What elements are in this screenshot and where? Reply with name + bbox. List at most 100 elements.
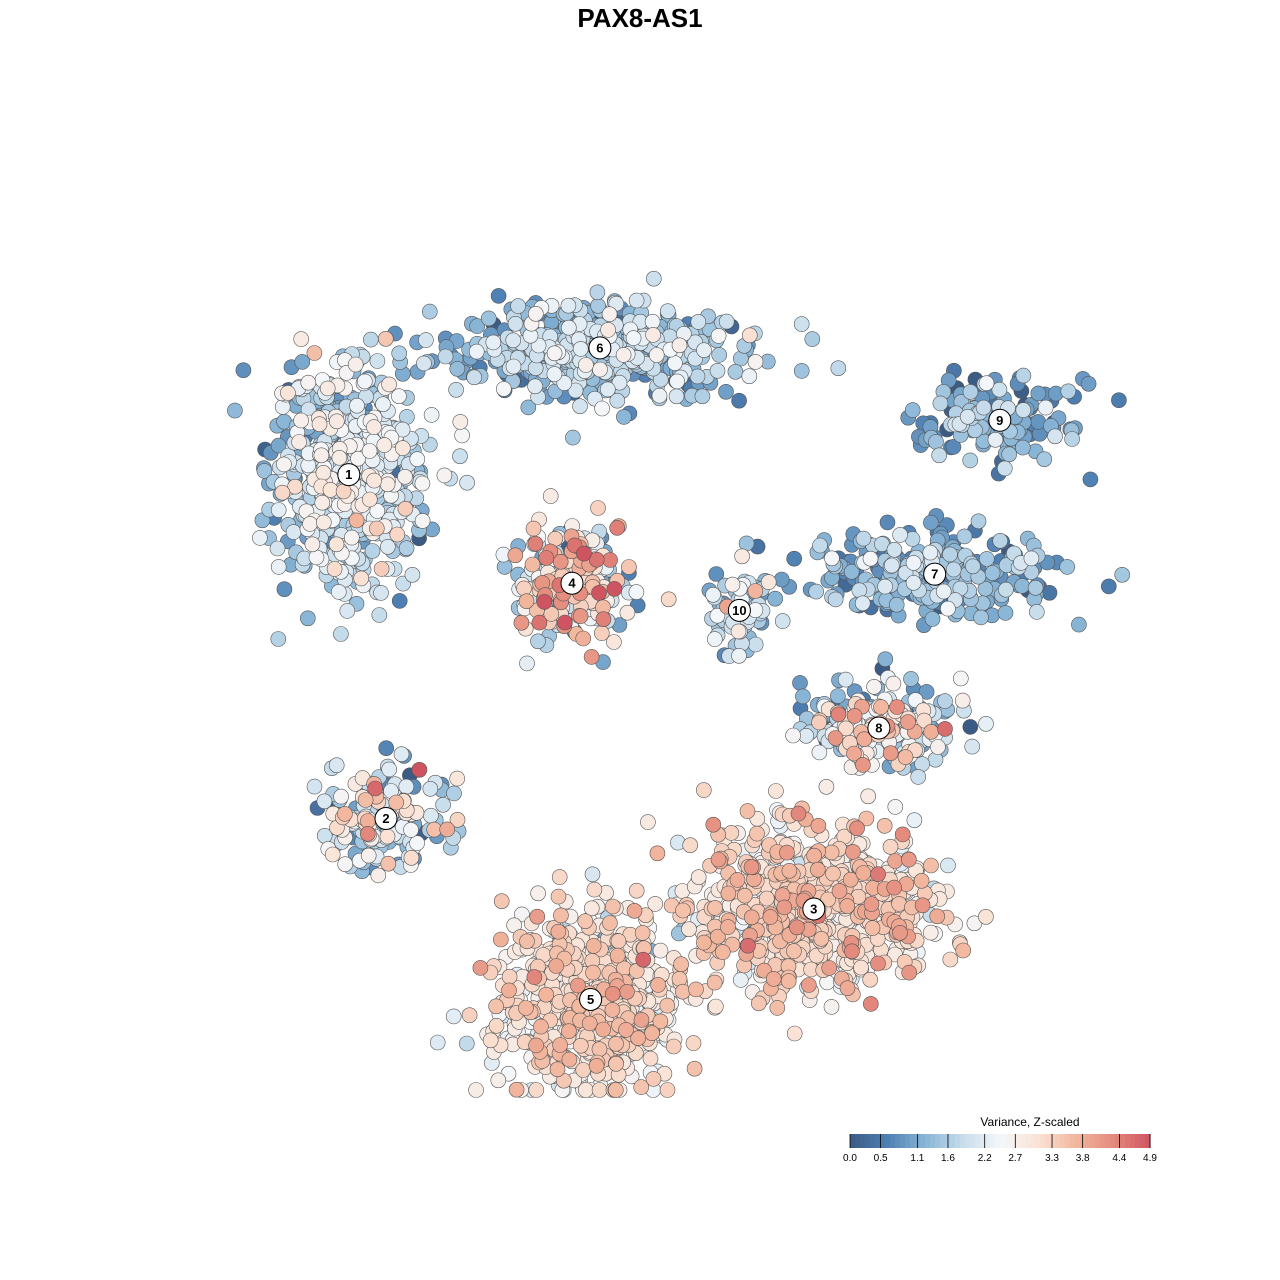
cell-point: [304, 536, 321, 553]
cell-point: [381, 376, 397, 393]
cluster-label-10: 10: [727, 598, 751, 622]
cell-point: [644, 1025, 660, 1041]
colorbar-gradient: [850, 1134, 1151, 1148]
cell-point: [366, 472, 382, 489]
cell-point: [584, 866, 601, 883]
cell-point: [530, 633, 546, 650]
cell-point: [765, 971, 782, 987]
cell-point: [651, 387, 668, 404]
colorbar-segment: [905, 1134, 911, 1148]
cell-point: [1101, 578, 1117, 595]
cell-point: [1014, 439, 1031, 456]
cell-point: [886, 541, 903, 558]
cell-point: [674, 983, 691, 1000]
cell-point: [1111, 392, 1127, 409]
colorbar-segment: [935, 1134, 941, 1148]
cluster-label-text: 10: [732, 603, 746, 618]
cell-point: [302, 516, 318, 532]
cell-point: [531, 614, 548, 631]
colorbar-segment: [1005, 1134, 1011, 1148]
cell-point: [378, 740, 395, 757]
cell-point: [314, 494, 331, 511]
colorbar-segment: [1110, 1134, 1116, 1148]
cell-point: [274, 484, 291, 501]
cell-point: [922, 924, 939, 941]
cell-point: [849, 820, 865, 837]
cell-point: [490, 1072, 507, 1089]
cell-point: [978, 375, 995, 392]
cell-point: [1047, 428, 1063, 445]
cell-point: [705, 586, 721, 603]
cell-point: [452, 448, 468, 465]
cell-point: [628, 292, 645, 309]
cell-point: [659, 1082, 676, 1098]
cell-point: [824, 550, 840, 567]
cell-point: [749, 825, 765, 842]
cell-point: [975, 399, 992, 416]
cell-point: [720, 919, 736, 935]
cell-point: [422, 780, 439, 797]
cell-point: [767, 590, 784, 607]
cell-point: [353, 570, 370, 587]
cell-point: [436, 467, 453, 484]
colorbar-segment: [890, 1134, 896, 1148]
cell-point: [1001, 446, 1018, 463]
cell-point: [870, 955, 886, 972]
cell-point: [577, 1082, 594, 1098]
cell-point: [635, 951, 652, 968]
cell-point: [493, 893, 510, 910]
cell-point: [592, 361, 608, 378]
cell-point: [1059, 559, 1075, 575]
cell-point: [348, 512, 365, 529]
colorbar-segment: [1040, 1134, 1046, 1148]
cell-point: [918, 684, 935, 700]
cell-point: [524, 556, 541, 573]
cell-point: [1080, 375, 1097, 392]
cell-point: [649, 845, 666, 862]
colorbar-segment: [930, 1134, 936, 1148]
cell-point: [561, 1023, 577, 1039]
colorbar-segment: [865, 1134, 871, 1148]
cell-point: [409, 451, 426, 468]
cell-point: [505, 358, 522, 375]
cell-point: [361, 491, 378, 508]
cluster-label-text: 8: [875, 721, 882, 736]
cell-point: [391, 388, 407, 405]
cell-point: [308, 549, 325, 566]
cell-point: [818, 778, 835, 795]
cell-point: [530, 885, 546, 902]
cell-point: [892, 924, 908, 941]
cell-point: [1014, 578, 1030, 594]
cell-point: [435, 796, 451, 813]
cell-point: [628, 882, 645, 899]
cluster-label-text: 2: [382, 811, 389, 826]
cell-point: [590, 500, 606, 516]
cell-point: [328, 413, 345, 430]
cell-point: [730, 623, 747, 640]
cell-point: [293, 331, 310, 347]
cell-point: [734, 548, 750, 565]
colorbar-segment: [1010, 1134, 1016, 1148]
cell-point: [747, 354, 764, 370]
cell-point: [998, 581, 1014, 598]
cell-point: [364, 543, 381, 559]
cell-point: [609, 520, 626, 536]
cell-point: [973, 609, 989, 626]
cell-point: [421, 303, 438, 320]
cell-point: [454, 427, 470, 444]
cell-point: [681, 921, 697, 938]
cell-point: [780, 973, 797, 989]
cell-point: [931, 447, 948, 464]
cell-point: [862, 971, 879, 988]
cell-point: [449, 360, 466, 377]
cell-point: [987, 431, 1004, 448]
cell-point: [706, 631, 723, 647]
cell-point: [992, 532, 1009, 549]
cell-point: [851, 582, 868, 599]
cell-point: [648, 347, 665, 363]
cell-point: [779, 844, 795, 861]
colorbar-segment: [920, 1134, 926, 1148]
cell-point: [945, 561, 962, 578]
cell-point: [505, 332, 522, 349]
cell-point: [910, 769, 927, 785]
